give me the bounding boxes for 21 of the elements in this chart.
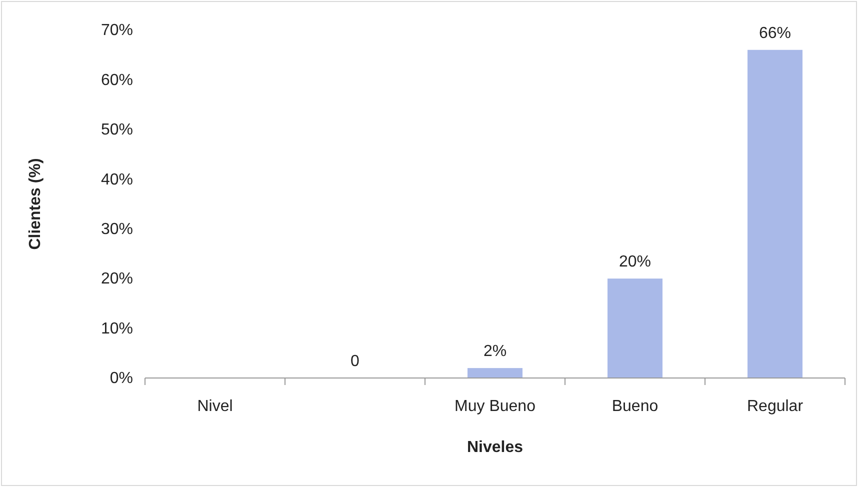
x-tick-label: Muy Bueno	[454, 398, 536, 415]
bar	[468, 368, 522, 378]
y-tick-label: 0%	[110, 370, 133, 388]
x-axis-title: Niveles	[466, 439, 524, 456]
bar	[608, 278, 662, 378]
bar	[748, 50, 802, 378]
y-tick-label: 50%	[100, 122, 133, 139]
data-label: 0	[350, 353, 360, 370]
y-tick-label: 40%	[100, 171, 133, 188]
data-label: 66%	[758, 24, 792, 42]
y-tick-label: 70%	[100, 22, 133, 40]
x-tick-label: Bueno	[612, 398, 658, 415]
data-label: 20%	[618, 254, 652, 271]
x-tick-label: Nivel	[197, 398, 233, 415]
y-tick-label: 60%	[100, 72, 133, 89]
y-tick-label: 10%	[100, 320, 133, 338]
y-tick-label: 20%	[100, 270, 133, 288]
y-tick-label: 30%	[100, 220, 133, 238]
y-axis-title: Clientes (%)	[27, 158, 44, 250]
x-tick-label: Regular	[746, 398, 804, 415]
data-label: 2%	[483, 343, 507, 360]
